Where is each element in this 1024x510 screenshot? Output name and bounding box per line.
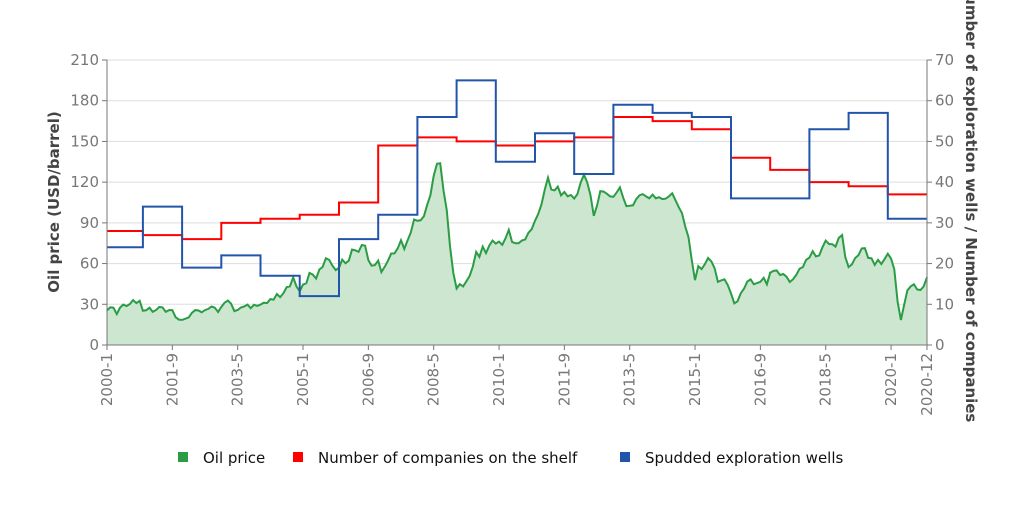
legend-label: Oil price: [203, 449, 265, 467]
oil-price-line: [106, 162, 928, 321]
x-tick-label: 2013-5: [621, 353, 639, 406]
x-tick-label: 2010-1: [490, 353, 508, 406]
y-left-tick-label: 90: [80, 214, 99, 232]
y-right-tick-label: 40: [935, 173, 954, 191]
y-left-tick-label: 0: [89, 336, 99, 354]
x-tick-label: 2011-9: [555, 353, 573, 406]
y-right-tick-label: 0: [935, 336, 945, 354]
x-tick-label: 2006-9: [359, 353, 377, 406]
oil-price-area: [107, 163, 927, 345]
x-tick-label: 2008-5: [425, 353, 443, 406]
y-right-tick-label: 30: [935, 214, 954, 232]
x-tick-label: 2003-5: [229, 353, 247, 406]
wells-step-line: [107, 79, 927, 298]
y-left-tick-label: 60: [80, 255, 99, 273]
x-tick-label: 2018-5: [817, 353, 835, 406]
y-right-axis-label: Number of exploration wells / Number of …: [962, 0, 980, 422]
legend-label: Number of companies on the shelf: [318, 449, 578, 467]
y-left-tick-label: 30: [80, 295, 99, 313]
x-tick-label: 2015-1: [686, 353, 704, 406]
legend: Oil price Number of companies on the shel…: [178, 449, 844, 467]
x-tick-label: 2020-12: [918, 353, 936, 416]
y-left-tick-label: 180: [70, 92, 99, 110]
x-tick-label: 2020-1: [882, 353, 900, 406]
companies-step-line: [107, 116, 927, 241]
legend-swatch: [620, 452, 630, 462]
y-left-axis-label: Oil price (USD/barrel): [45, 111, 63, 292]
y-left-tick-label: 210: [70, 51, 99, 69]
x-tick-label: 2000-1: [98, 353, 116, 406]
y-left-tick-label: 150: [70, 132, 99, 150]
legend-label: Spudded exploration wells: [645, 449, 844, 467]
y-right-tick-label: 10: [935, 295, 954, 313]
y-left-tick-label: 120: [70, 173, 99, 191]
y-right-tick-label: 50: [935, 132, 954, 150]
legend-swatch: [293, 452, 303, 462]
legend-swatch: [178, 452, 188, 462]
y-right-tick-label: 20: [935, 255, 954, 273]
y-right-tick-label: 70: [935, 51, 954, 69]
x-tick-label: 2016-9: [751, 353, 769, 406]
x-tick-label: 2005-1: [294, 353, 312, 406]
x-tick-label: 2001-9: [163, 353, 181, 406]
y-right-tick-label: 60: [935, 92, 954, 110]
